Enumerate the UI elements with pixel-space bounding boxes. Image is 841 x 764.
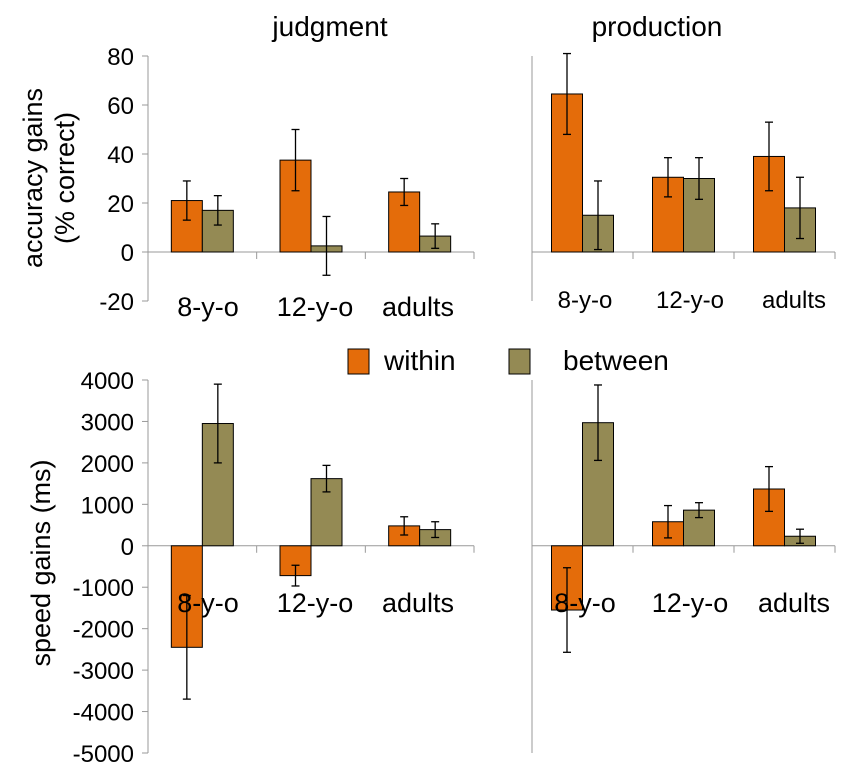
y-axis-label-accuracy-line1: accuracy gains bbox=[18, 88, 48, 268]
legend-swatch-between bbox=[508, 348, 531, 375]
legend-swatch-within bbox=[347, 348, 370, 375]
y-tick-label: 3000 bbox=[81, 409, 134, 436]
category-label-8-y-o: 8-y-o bbox=[177, 588, 239, 618]
panel-title-production: production bbox=[592, 11, 723, 42]
y-tick-label: -2000 bbox=[73, 617, 134, 644]
legend: within between bbox=[347, 345, 669, 376]
category-label-8-y-o: 8-y-o bbox=[558, 287, 613, 314]
chart-panels: -20 0 20 40 60 80 8-y-o 12-y-o adults 8-y-o 12-y-o… bbox=[73, 44, 836, 764]
chart-panel-0: -20 0 20 40 60 80 8-y-o 12-y-o adults bbox=[99, 44, 475, 322]
panel-title-judgment: judgment bbox=[271, 11, 387, 42]
legend-label-between: between bbox=[563, 345, 669, 376]
y-tick-label: 2000 bbox=[81, 451, 134, 478]
y-tick-label: 0 bbox=[121, 240, 134, 267]
legend-label-within: within bbox=[383, 345, 456, 376]
category-label-12-y-o: 12-y-o bbox=[652, 588, 729, 618]
y-tick-label: 40 bbox=[107, 142, 134, 169]
y-tick-label: 80 bbox=[107, 44, 134, 71]
bar-within-adults bbox=[753, 488, 785, 547]
y-tick-label: 60 bbox=[107, 93, 134, 120]
y-tick-label: 20 bbox=[107, 191, 134, 218]
category-label-adults: adults bbox=[758, 588, 830, 618]
y-tick-label: -1000 bbox=[73, 575, 134, 602]
category-label-adults: adults bbox=[382, 292, 454, 322]
y-tick-label: -5000 bbox=[73, 741, 134, 764]
y-tick-label: -20 bbox=[99, 289, 134, 316]
y-tick-label: 0 bbox=[121, 534, 134, 561]
category-label-adults: adults bbox=[382, 588, 454, 618]
chart-panel-2: -5000 -4000 -3000 -2000 -1000 0 1000 2000 3000 40… bbox=[73, 368, 475, 764]
category-label-adults: adults bbox=[762, 287, 826, 314]
category-label-12-y-o: 12-y-o bbox=[656, 287, 724, 314]
y-axis-label-speed: speed gains (ms) bbox=[26, 459, 56, 666]
category-label-12-y-o: 12-y-o bbox=[277, 292, 354, 322]
category-label-8-y-o: 8-y-o bbox=[177, 292, 239, 322]
y-tick-label: 4000 bbox=[81, 368, 134, 395]
y-axis-label-accuracy-line2: (% correct) bbox=[50, 112, 80, 244]
category-label-8-y-o: 8-y-o bbox=[554, 588, 616, 618]
chart-panel-3: 8-y-o 12-y-o adults bbox=[531, 380, 836, 753]
chart-panel-1: 8-y-o 12-y-o adults bbox=[531, 52, 836, 314]
category-label-12-y-o: 12-y-o bbox=[277, 588, 354, 618]
y-tick-label: -3000 bbox=[73, 658, 134, 685]
y-tick-label: -4000 bbox=[73, 700, 134, 727]
y-tick-label: 1000 bbox=[81, 492, 134, 519]
